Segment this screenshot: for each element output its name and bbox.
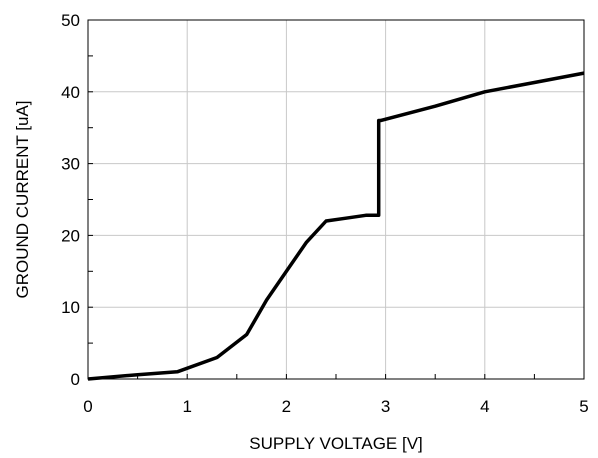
y-tick-label: 10: [61, 298, 80, 317]
y-tick-label: 40: [61, 83, 80, 102]
series-lines: [87, 71, 585, 381]
y-tick-label: 20: [61, 226, 80, 245]
plot-frame: [87, 19, 585, 380]
x-axis-title: SUPPLY VOLTAGE [V]: [249, 434, 423, 453]
y-axis-title: GROUND CURRENT [uA]: [13, 100, 32, 298]
x-tick-label: 0: [83, 397, 92, 416]
grid: [88, 20, 584, 379]
x-tick-label: 2: [282, 397, 291, 416]
y-tick-label: 0: [71, 370, 80, 389]
y-tick-label: 50: [61, 11, 80, 30]
x-tick-label: 4: [480, 397, 489, 416]
x-tick-label: 1: [182, 397, 191, 416]
x-tick-labels: 0 1 2 3 4 5: [83, 397, 588, 416]
x-tick-label: 3: [381, 397, 390, 416]
y-tick-label: 30: [61, 155, 80, 174]
minor-ticks: [87, 19, 585, 380]
y-tick-labels: 0 10 20 30 40 50: [61, 11, 80, 389]
x-tick-label: 5: [579, 397, 588, 416]
series-line: [87, 71, 585, 381]
